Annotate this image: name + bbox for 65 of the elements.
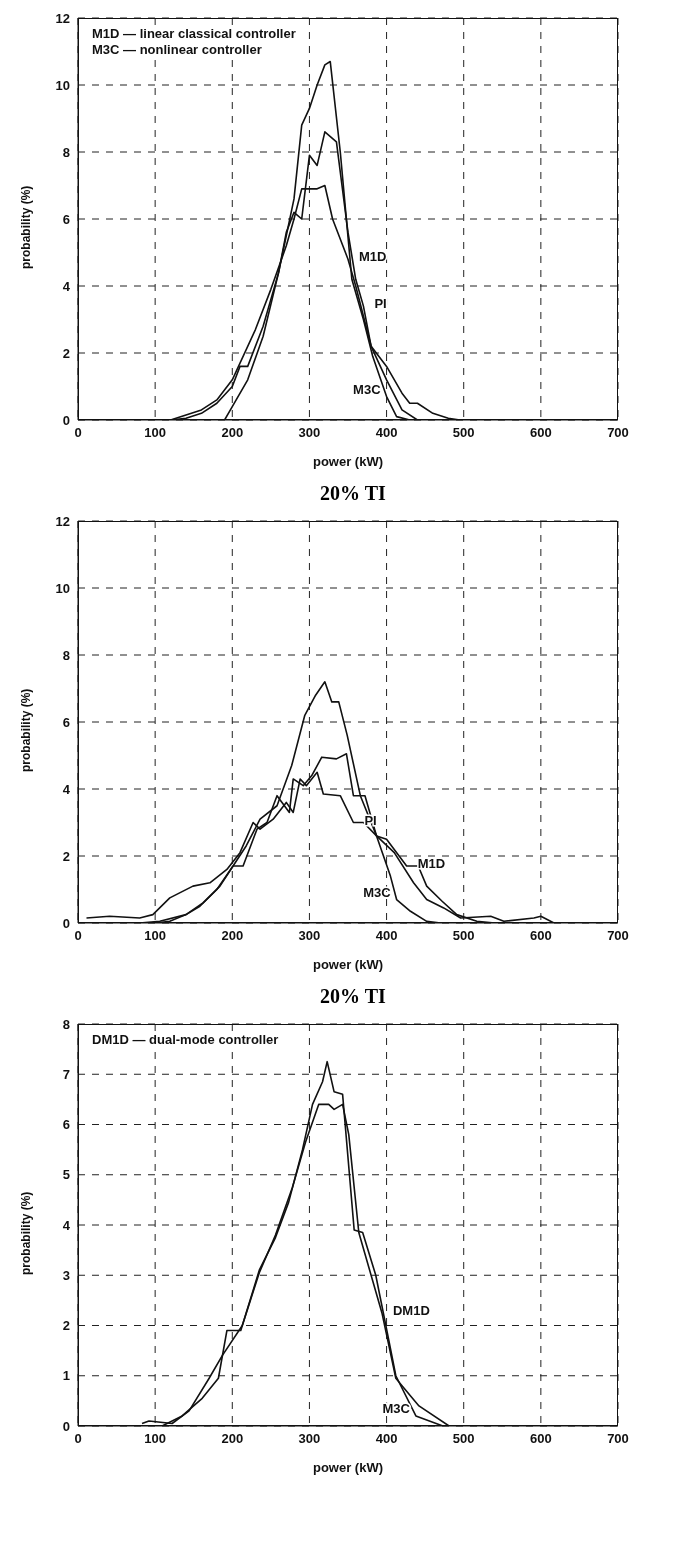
y-tick-label: 1 (62, 1368, 70, 1384)
y-tick-label: 4 (62, 1217, 71, 1233)
x-tick-label: 200 (221, 425, 244, 441)
x-tick-label: 600 (530, 928, 552, 944)
x-tick-label: 300 (298, 425, 321, 441)
x-tick-label: 500 (452, 425, 475, 441)
y-tick-label: 2 (62, 848, 70, 864)
y-tick-label: 0 (62, 915, 70, 931)
y-tick-label: 10 (55, 580, 70, 596)
annotation: DM1D — dual-mode controller (92, 1032, 279, 1048)
y-tick-label: 0 (62, 412, 70, 428)
series-label: M1D (359, 249, 387, 265)
x-tick-label: 400 (375, 425, 398, 441)
x-tick-label: 700 (607, 425, 629, 441)
annotation: M3C — nonlinear controller (92, 42, 263, 58)
series-label: M1D (417, 856, 446, 872)
y-axis-title: probability (%) (19, 1191, 34, 1275)
x-tick-label: 400 (375, 928, 398, 944)
x-tick-label: 0 (74, 425, 82, 441)
y-tick-label: 6 (62, 211, 70, 227)
y-tick-label: 0 (62, 1418, 70, 1434)
x-tick-label: 700 (607, 1431, 629, 1447)
x-tick-label: 500 (452, 1431, 475, 1447)
y-tick-label: 6 (62, 714, 70, 730)
y-tick-label: 5 (62, 1167, 70, 1183)
x-tick-label: 0 (74, 1431, 82, 1447)
y-axis-title: probability (%) (19, 185, 34, 269)
x-tick-label: 600 (530, 425, 552, 441)
y-tick-label: 4 (62, 781, 71, 797)
y-tick-label: 8 (62, 144, 70, 160)
y-axis-title: probability (%) (19, 688, 34, 772)
text: 20% TI (319, 985, 387, 1008)
series-label: DM1D (392, 1302, 430, 1318)
x-tick-label: 400 (375, 1431, 398, 1447)
y-tick-label: 10 (55, 77, 70, 93)
y-tick-label: 7 (62, 1066, 70, 1082)
x-tick-label: 100 (144, 425, 166, 441)
x-tick-label: 100 (144, 1431, 166, 1447)
series-label: M3C (353, 381, 382, 397)
x-axis-title: power (kW) (312, 1460, 384, 1475)
series-label: PI (374, 296, 387, 312)
y-tick-label: 6 (62, 1117, 70, 1133)
x-axis-title: power (kW) (312, 957, 384, 972)
series-label: M3C (382, 1400, 411, 1416)
x-tick-label: 300 (298, 928, 321, 944)
text: 20% TI (319, 482, 387, 505)
y-tick-label: 8 (62, 1016, 70, 1032)
y-tick-label: 3 (62, 1267, 70, 1283)
x-tick-label: 200 (221, 928, 244, 944)
y-tick-label: 2 (62, 345, 70, 361)
x-tick-label: 300 (298, 1431, 321, 1447)
x-tick-label: 0 (74, 928, 82, 944)
y-tick-label: 2 (62, 1318, 70, 1334)
x-axis-title: power (kW) (312, 454, 384, 469)
x-tick-label: 700 (607, 928, 629, 944)
x-tick-label: 500 (452, 928, 475, 944)
series-label: M3C (363, 884, 392, 900)
y-tick-label: 4 (62, 278, 71, 294)
annotation: M1D — linear classical controller (92, 26, 296, 42)
x-tick-label: 600 (530, 1431, 552, 1447)
y-tick-label: 12 (55, 10, 70, 26)
y-tick-label: 8 (62, 647, 70, 663)
y-tick-label: 12 (55, 513, 70, 529)
x-tick-label: 200 (221, 1431, 244, 1447)
x-tick-label: 100 (144, 928, 166, 944)
